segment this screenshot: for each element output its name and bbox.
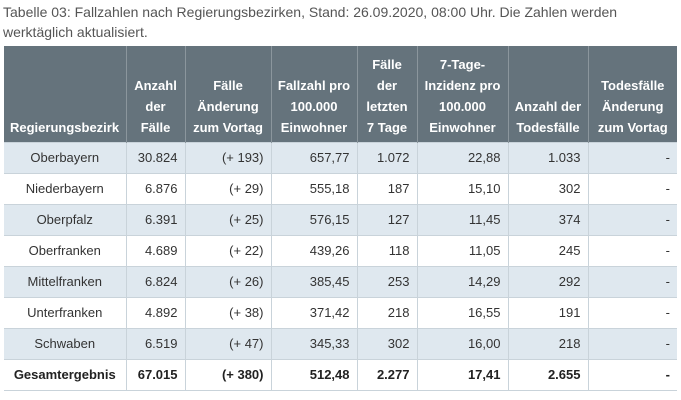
value-cell: - [587, 235, 677, 267]
value-cell: (+ 193) [184, 142, 271, 174]
value-cell: 4.689 [125, 235, 185, 267]
value-cell: 292 [507, 266, 588, 298]
value-cell: (+ 47) [184, 328, 271, 360]
value-cell: (+ 38) [184, 297, 271, 329]
table-row: Oberfranken 4.689 (+ 22) 439,26 118 11,05 245- [4, 235, 677, 267]
value-cell: 576,15 [270, 204, 357, 236]
value-cell: - [587, 173, 677, 205]
table-row: Schwaben 6.519 (+ 47) 345,33 302 16,00 218- [4, 328, 677, 360]
value-cell: (+ 29) [184, 173, 271, 205]
column-header: Fallzahl pro 100.000 Einwohner [270, 46, 357, 143]
value-cell: 218 [507, 328, 588, 360]
table-caption: Tabelle 03: Fallzahlen nach Regierungsbe… [3, 4, 618, 40]
value-cell: 30.824 [125, 142, 185, 174]
table-body: Oberbayern 30.824 (+ 193) 657,77 1.072 22,88 1… [4, 142, 677, 391]
district-cell: Gesamtergebnis [4, 359, 126, 391]
district-cell: Niederbayern [4, 173, 126, 205]
value-cell: 2.655 [507, 359, 588, 391]
value-cell: (+ 25) [184, 204, 271, 236]
value-cell: - [587, 328, 677, 360]
value-cell: (+ 380) [184, 359, 271, 391]
district-cell: Oberfranken [4, 235, 126, 267]
value-cell: 439,26 [270, 235, 357, 267]
value-cell: 6.391 [125, 204, 185, 236]
table-row: Niederbayern 6.876 (+ 29) 555,18 187 15,10 302… [4, 173, 677, 205]
value-cell: - [587, 359, 677, 391]
cases-table-container: Regierungsbezirk Anzahl der Fälle Fälle … [4, 46, 677, 391]
district-cell: Oberpfalz [4, 204, 126, 236]
value-cell: 67.015 [125, 359, 185, 391]
value-cell: 15,10 [416, 173, 508, 205]
value-cell: 302 [356, 328, 417, 360]
value-cell: (+ 22) [184, 235, 271, 267]
value-cell: 11,45 [416, 204, 508, 236]
value-cell: 302 [507, 173, 588, 205]
value-cell: 371,42 [270, 297, 357, 329]
value-cell: - [587, 266, 677, 298]
table-row: Unterfranken 4.892 (+ 38) 371,42 218 16,55 191… [4, 297, 677, 329]
table-row: Mittelfranken 6.824 (+ 26) 385,45 253 14,29 29… [4, 266, 677, 298]
table-header: Regierungsbezirk Anzahl der Fälle Fälle … [4, 46, 677, 143]
header-row: Regierungsbezirk Anzahl der Fälle Fälle … [4, 46, 677, 143]
value-cell: - [587, 297, 677, 329]
value-cell: 6.824 [125, 266, 185, 298]
value-cell: - [587, 142, 677, 174]
column-header: Fälle Änderung zum Vortag [184, 46, 271, 143]
column-header: 7-Tage-Inzidenz pro 100.000 Einwohner [416, 46, 508, 143]
cases-by-district-table: Regierungsbezirk Anzahl der Fälle Fälle … [4, 46, 677, 391]
value-cell: 218 [356, 297, 417, 329]
value-cell: 385,45 [270, 266, 357, 298]
value-cell: 4.892 [125, 297, 185, 329]
value-cell: 16,00 [416, 328, 508, 360]
column-header: Todesfälle Änderung zum Vortag [587, 46, 677, 143]
value-cell: 127 [356, 204, 417, 236]
value-cell: 6.519 [125, 328, 185, 360]
table-row: Oberpfalz 6.391 (+ 25) 576,15 127 11,45 374- [4, 204, 677, 236]
value-cell: 253 [356, 266, 417, 298]
column-header: Anzahl der Fälle [125, 46, 185, 143]
table-row: Oberbayern 30.824 (+ 193) 657,77 1.072 22,88 1… [4, 142, 677, 174]
value-cell: 1.072 [356, 142, 417, 174]
column-header: Fälle der letzten 7 Tage [356, 46, 417, 143]
value-cell: 6.876 [125, 173, 185, 205]
value-cell: 22,88 [416, 142, 508, 174]
value-cell: 14,29 [416, 266, 508, 298]
value-cell: 118 [356, 235, 417, 267]
value-cell: 11,05 [416, 235, 508, 267]
value-cell: 16,55 [416, 297, 508, 329]
value-cell: 2.277 [356, 359, 417, 391]
value-cell: (+ 26) [184, 266, 271, 298]
value-cell: 245 [507, 235, 588, 267]
column-header: Anzahl der Todesfälle [507, 46, 588, 143]
district-cell: Oberbayern [4, 142, 126, 174]
value-cell: 345,33 [270, 328, 357, 360]
value-cell: 512,48 [270, 359, 357, 391]
total-row: Gesamtergebnis 67.015 (+ 380) 512,48 2.277 17… [4, 359, 677, 391]
value-cell: 191 [507, 297, 588, 329]
value-cell: 17,41 [416, 359, 508, 391]
district-cell: Mittelfranken [4, 266, 126, 298]
value-cell: 187 [356, 173, 417, 205]
district-cell: Schwaben [4, 328, 126, 360]
value-cell: - [587, 204, 677, 236]
column-header: Regierungsbezirk [4, 46, 126, 143]
value-cell: 657,77 [270, 142, 357, 174]
value-cell: 1.033 [507, 142, 588, 174]
value-cell: 555,18 [270, 173, 357, 205]
value-cell: 374 [507, 204, 588, 236]
district-cell: Unterfranken [4, 297, 126, 329]
